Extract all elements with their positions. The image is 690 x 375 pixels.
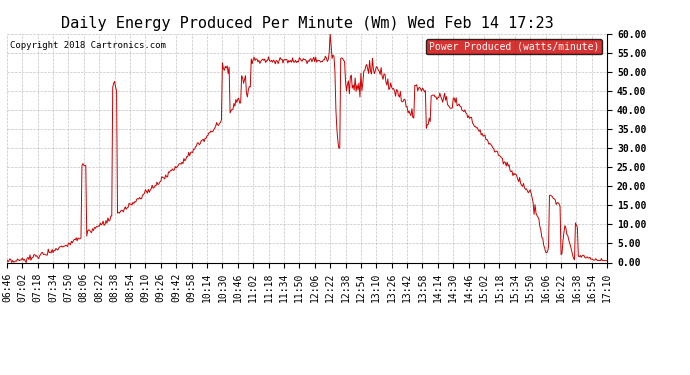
Text: Copyright 2018 Cartronics.com: Copyright 2018 Cartronics.com xyxy=(10,40,166,50)
Legend: Power Produced (watts/minute): Power Produced (watts/minute) xyxy=(426,39,602,54)
Title: Daily Energy Produced Per Minute (Wm) Wed Feb 14 17:23: Daily Energy Produced Per Minute (Wm) We… xyxy=(61,16,553,31)
